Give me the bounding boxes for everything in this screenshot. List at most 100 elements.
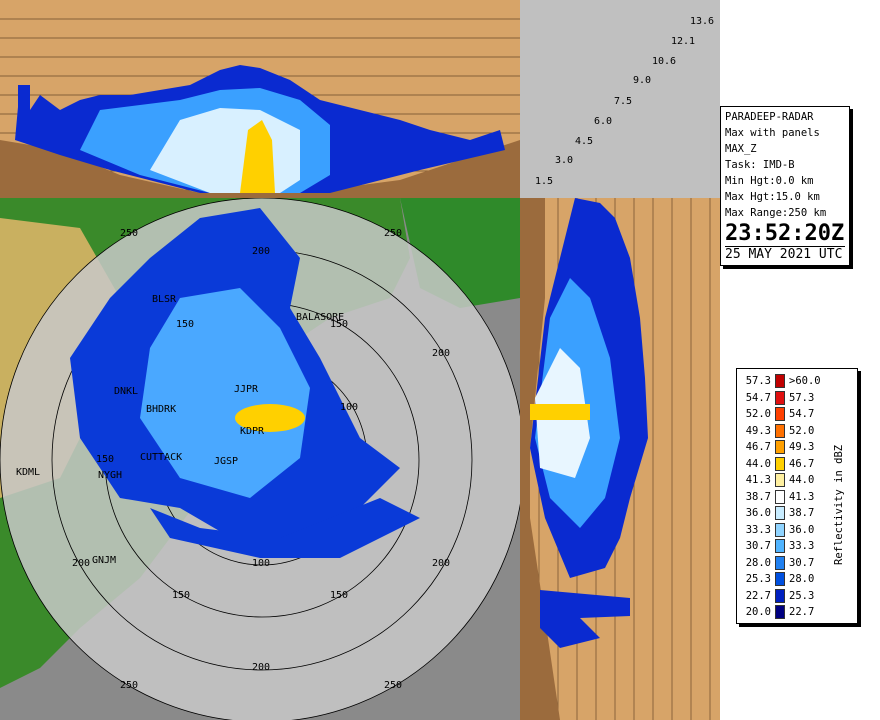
legend-low-value: 54.7 [745, 391, 771, 404]
height-label-12-1: 12.1 [671, 36, 695, 47]
radar-map-panel[interactable]: BLSR BALASORE JJPR BHDRK KDPR CUTTACK JG… [0, 198, 520, 720]
legend-high-value: 54.7 [789, 408, 815, 420]
height-scale-panel: 13.6 12.1 10.6 9.0 7.5 6.0 4.5 3.0 1.5 [520, 0, 720, 198]
height-label-9-0: 9.0 [633, 75, 651, 86]
legend-color-swatch [775, 539, 785, 553]
legend-color-swatch [775, 489, 785, 504]
legend-high-value: 41.3 [789, 490, 815, 503]
legend-low-value: 38.7 [745, 490, 771, 503]
height-label-10-6: 10.6 [652, 56, 676, 67]
legend-low-value: 57.3 [745, 375, 771, 387]
ring-label-150-se: 150 [330, 590, 348, 601]
legend-color-swatch [775, 555, 785, 570]
ring-label-200-sw: 200 [72, 558, 90, 569]
legend-color-swatch [775, 456, 785, 471]
place-label-jjpr: JJPR [234, 384, 259, 395]
ring-label-200-s: 200 [252, 662, 270, 673]
legend-color-swatch [775, 572, 785, 586]
ring-label-250-sw: 250 [120, 680, 138, 691]
reflectivity-legend: 57.3 >60.0 54.7 57.3 52.0 54.7 49.3 52.0 46.7 49.… [736, 368, 858, 624]
ring-label-250-se: 250 [384, 680, 402, 691]
radar-map[interactable]: BLSR BALASORE JJPR BHDRK KDPR CUTTACK JG… [0, 198, 520, 720]
legend-high-value: 30.7 [789, 556, 815, 569]
height-label-3-0: 3.0 [555, 155, 573, 166]
product-name: Max with panels [725, 127, 820, 139]
legend-high-value: 49.3 [789, 441, 815, 453]
height-label-13-6: 13.6 [690, 16, 714, 27]
legend-high-value: 36.0 [789, 523, 815, 536]
legend-high-value: 38.7 [789, 507, 815, 519]
legend-high-value: 25.3 [789, 589, 815, 602]
station-name: PARADEEP-RADAR [725, 111, 814, 123]
right-cross-section-plot [520, 198, 711, 720]
scan-date: 25 MAY 2021 UTC [725, 246, 845, 262]
place-label-jgsp: JGSP [214, 456, 238, 467]
top-cross-section-plot [0, 18, 520, 198]
right-cross-section-panel [520, 198, 720, 720]
legend-unit-label: Reflectivity in dBZ [833, 444, 845, 565]
legend-low-value: 20.0 [745, 606, 771, 618]
legend-color-swatch [775, 506, 785, 520]
ring-label-200-e: 200 [432, 348, 450, 359]
height-label-6-0: 6.0 [594, 116, 612, 127]
legend-color-swatch [775, 440, 785, 454]
legend-low-value: 28.0 [745, 556, 771, 569]
place-label-blsr: BLSR [152, 294, 177, 305]
ring-label-100-e: 100 [340, 402, 358, 413]
legend-low-value: 33.3 [745, 523, 771, 536]
place-label-kdml: KDML [16, 467, 40, 478]
ring-label-150-sw: 150 [172, 590, 190, 601]
legend-low-value: 25.3 [745, 573, 771, 585]
legend-high-value: 33.3 [789, 540, 815, 552]
place-label-cuttack: CUTTACK [140, 452, 182, 463]
height-label-7-5: 7.5 [614, 96, 632, 107]
task-name: Task: IMD-B [725, 159, 795, 171]
legend-low-value: 49.3 [745, 424, 771, 437]
ring-label-250-ne: 250 [384, 228, 402, 239]
ring-label-150-ne: 150 [330, 319, 348, 330]
product-info-box: PARADEEP-RADAR Max with panels MAX_Z Tas… [720, 106, 850, 266]
legend-high-value: 52.0 [789, 424, 815, 437]
legend-color-swatch [775, 605, 785, 619]
place-label-balasore: BALASORE [296, 312, 344, 323]
ring-label-100-s: 100 [252, 558, 270, 569]
legend-high-value: 46.7 [789, 457, 815, 470]
place-label-nygh: NYGH [98, 470, 122, 481]
top-echo-core [240, 120, 275, 193]
legend-color-swatch [775, 473, 785, 487]
legend-low-value: 52.0 [745, 408, 771, 420]
min-height: Min Hgt:0.0 km [725, 175, 814, 187]
legend-high-value: 44.0 [789, 474, 815, 486]
right-ground-mask [520, 198, 560, 720]
legend-color-swatch [775, 522, 785, 537]
range-ring-labels: 250 250 200 150 150 200 100 150 200 100 … [72, 228, 450, 691]
legend-low-value: 46.7 [745, 441, 771, 453]
ring-label-250-nw: 250 [120, 228, 138, 239]
place-label-dnkl: DNKL [114, 386, 138, 397]
right-echo-core [530, 404, 590, 420]
legend-color-swatch [775, 423, 785, 438]
product-code: MAX_Z [725, 143, 757, 155]
legend-low-value: 36.0 [745, 507, 771, 519]
legend-color-swatch [775, 588, 785, 603]
legend-low-value: 22.7 [745, 589, 771, 602]
max-height: Max Hgt:15.0 km [725, 191, 820, 203]
legend-high-value: >60.0 [789, 375, 821, 387]
storm-eye-core [235, 404, 305, 432]
storm-echo-mid [140, 288, 310, 498]
legend-color-swatch [775, 390, 785, 405]
place-label-bhdrk: BHDRK [146, 404, 176, 415]
legend-low-value: 41.3 [745, 474, 771, 486]
scan-time: 23:52:20Z [725, 221, 845, 246]
legend-high-value: 57.3 [789, 391, 815, 404]
top-cross-section-panel [0, 0, 520, 198]
legend-low-value: 30.7 [745, 540, 771, 552]
ring-label-150-w: 150 [96, 454, 114, 465]
ring-label-150-nw: 150 [176, 319, 194, 330]
legend-color-swatch [775, 374, 785, 388]
height-scale-labels: 13.6 12.1 10.6 9.0 7.5 6.0 4.5 3.0 1.5 [535, 16, 714, 187]
right-echo-lower [540, 590, 630, 648]
top-ground-mask [0, 140, 520, 198]
max-range: Max Range:250 km [725, 207, 827, 219]
legend-high-value: 28.0 [789, 573, 815, 585]
